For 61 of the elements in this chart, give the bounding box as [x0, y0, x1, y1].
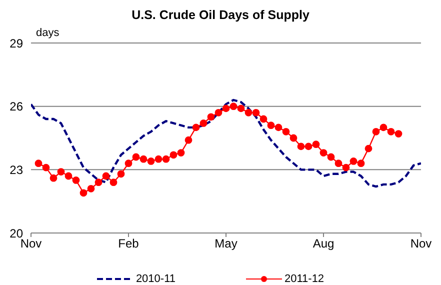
x-tick-label: Nov	[410, 236, 432, 251]
point	[282, 128, 290, 136]
point	[342, 164, 350, 172]
point	[304, 142, 312, 150]
point	[297, 142, 305, 150]
point	[87, 184, 95, 192]
legend-label: 2011-12	[284, 273, 324, 285]
point	[102, 172, 110, 180]
point	[177, 149, 185, 156]
x-tick-label: Feb	[118, 236, 140, 251]
point	[290, 134, 298, 142]
point	[117, 170, 125, 178]
point	[312, 140, 320, 148]
point	[170, 151, 178, 159]
point	[320, 149, 328, 156]
point	[72, 176, 80, 184]
point	[222, 104, 230, 112]
line-series	[31, 98, 421, 188]
point	[94, 178, 102, 186]
point	[364, 144, 372, 152]
point	[184, 136, 192, 144]
point	[132, 153, 140, 161]
point	[357, 160, 365, 168]
point	[244, 108, 252, 116]
point	[110, 178, 118, 186]
point	[147, 158, 155, 165]
point	[140, 155, 148, 163]
x-tick-label: May	[214, 236, 238, 251]
x-tick-label: Aug	[312, 236, 334, 251]
point	[394, 130, 402, 138]
point	[380, 124, 388, 132]
point	[42, 164, 50, 172]
y-tick-label: 29	[10, 36, 24, 50]
y-tick-label: 23	[10, 162, 24, 177]
point	[192, 124, 200, 132]
point	[162, 155, 170, 163]
point	[274, 124, 282, 132]
y-tick-label: 26	[10, 100, 24, 114]
chart-title: U.S. Crude Oil Days of Supply	[130, 8, 310, 22]
point	[214, 108, 222, 116]
legend-label: 2010-11	[136, 273, 176, 285]
point	[334, 160, 342, 168]
point	[230, 102, 238, 110]
point	[124, 160, 132, 168]
point	[237, 104, 245, 112]
point	[260, 115, 268, 123]
point	[372, 128, 380, 136]
point	[50, 174, 58, 182]
point	[350, 158, 358, 165]
point	[207, 113, 215, 121]
y-axis-title: days	[36, 27, 60, 39]
point	[267, 122, 275, 130]
point	[57, 168, 65, 176]
point	[80, 189, 88, 197]
point	[34, 160, 42, 168]
point	[387, 128, 395, 136]
point	[154, 155, 162, 163]
point	[64, 172, 72, 180]
point	[200, 120, 208, 127]
point	[327, 153, 335, 161]
point	[252, 108, 260, 116]
